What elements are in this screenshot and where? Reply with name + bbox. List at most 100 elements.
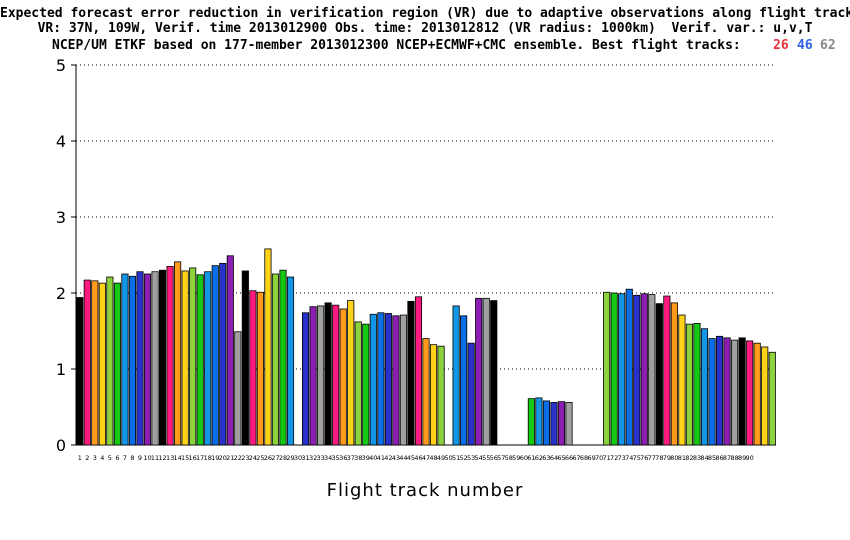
x-tick-label: 85 [708,454,716,462]
bar-track-54 [475,297,483,446]
x-tick-label: 42 [384,454,392,462]
bar-track-8 [128,275,137,446]
bar-track-84 [700,328,709,446]
x-tick-label: 58 [505,454,513,462]
bar-track-71 [603,291,611,446]
x-tick-label: 29 [286,454,294,462]
x-tick-label: 4 [100,454,104,462]
bar-track-51 [452,305,460,446]
bar-track-40 [369,313,377,446]
bar-track-33 [317,305,325,446]
x-tick-label: 21 [226,454,234,462]
x-tick-label: 76 [640,454,648,462]
x-tick-label: 64 [550,454,558,462]
bar-track-15 [181,270,189,446]
x-tick-label: 35 [332,454,340,462]
y-tick-label: 0 [56,436,66,455]
bar-track-46 [414,296,423,446]
bar-track-65 [557,401,566,446]
bar-track-2 [83,279,91,446]
x-tick-label: 38 [354,454,362,462]
x-tick-label: 75 [633,454,641,462]
bar-track-1 [76,297,84,446]
x-tick-label: 79 [663,454,671,462]
bar-track-89 [738,337,746,446]
x-tick-label: 50 [444,454,452,462]
bar-track-79 [663,295,671,446]
bar-track-52 [460,315,468,446]
bar-track-26 [264,248,272,446]
x-tick-label: 41 [377,454,385,462]
x-tick-label: 24 [249,454,257,462]
bar-track-47 [422,338,430,446]
x-tick-label: 36 [339,454,347,462]
x-tick-label: 68 [580,454,588,462]
bar-track-38 [354,321,362,446]
x-tick-label: 33 [316,454,324,462]
bar-track-62 [535,397,543,446]
bar-track-36 [339,308,347,446]
bar-track-80 [670,302,678,446]
y-tick-label: 4 [56,132,66,151]
y-tick-label: 5 [56,56,66,75]
x-tick-label: 45 [407,454,415,462]
x-tick-label: 27 [271,454,279,462]
x-tick-label: 54 [475,454,483,462]
bar-track-44 [399,314,407,446]
bar-track-21 [226,255,234,446]
bar-track-45 [407,300,415,446]
x-tick-label: 72 [610,454,618,462]
x-tick-label: 1 [78,454,82,462]
bar-track-undefined [761,346,769,446]
x-tick-label: 62 [535,454,543,462]
y-tick-label: 1 [56,360,66,379]
x-tick-label: 90 [746,454,754,462]
x-tick-label: 7 [123,454,127,462]
bar-track-17 [196,274,204,446]
x-tick-label: 13 [166,454,174,462]
bar-track-23 [241,270,249,446]
x-tick-label: 86 [715,454,723,462]
x-tick-label: 69 [587,454,595,462]
x-axis-label: Flight track number [326,480,524,501]
bar-track-12 [158,269,167,446]
bar-track-61 [527,398,535,446]
chart-title-line2: VR: 37N, 109W, Verif. time 2013012900 Ob… [37,21,813,36]
x-tick-label: 81 [678,454,686,462]
x-tick-label: 74 [625,454,633,462]
x-tick-label: 53 [467,454,475,462]
x-tick-label: 67 [572,454,580,462]
bar-track-75 [633,294,641,446]
x-tick-label: 32 [309,454,317,462]
x-tick-label: 52 [459,454,467,462]
x-tick-label: 80 [670,454,678,462]
x-tick-label: 51 [452,454,460,462]
best-track-3: 62 [820,38,836,53]
x-tick-label: 55 [482,454,490,462]
x-tick-label: 48 [429,454,437,462]
best-track-2: 46 [797,38,813,53]
x-tick-label: 39 [362,454,370,462]
bar-track-3 [91,280,99,446]
bar-track-35 [332,304,340,446]
bar-track-20 [219,262,227,446]
x-tick-label: 5 [108,454,112,462]
x-tick-label: 31 [301,454,309,462]
bar-track-16 [189,267,197,446]
x-tick-label: 16 [189,454,197,462]
bar-track-undefined [753,342,761,446]
bar-track-78 [655,303,663,446]
x-tick-label: 78 [655,454,663,462]
bar-track-88 [731,339,739,446]
bar-track-77 [648,294,656,446]
bar-track-39 [362,323,370,446]
bar-track-37 [347,300,355,446]
x-tick-label: 88 [730,454,738,462]
x-tick-label: 30 [294,454,302,462]
bar-track-32 [309,306,317,446]
y-tick-label: 2 [56,284,66,303]
x-tick-label: 8 [130,454,134,462]
chart-title-line3: NCEP/UM ETKF based on 177-member 2013012… [52,38,741,53]
bar-track-13 [166,265,174,446]
bar-track-41 [377,312,385,446]
